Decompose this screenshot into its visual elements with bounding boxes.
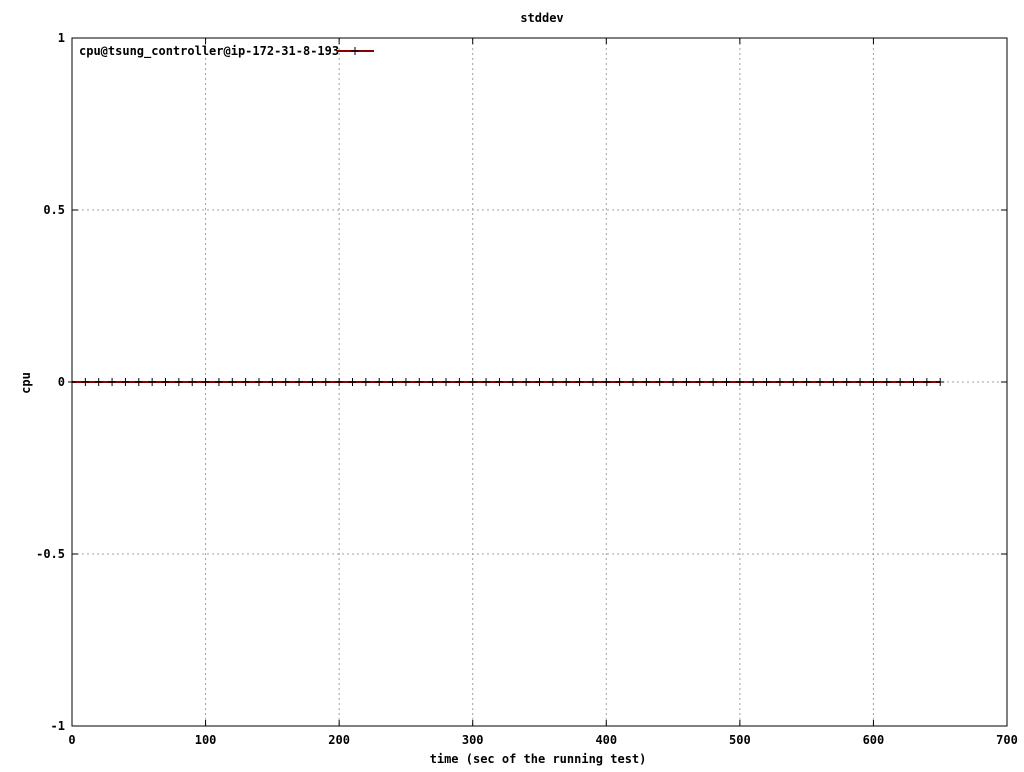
y-tick-label: 0 bbox=[58, 375, 65, 389]
x-tick-label: 0 bbox=[68, 733, 75, 747]
x-tick-label: 100 bbox=[195, 733, 217, 747]
y-axis-label: cpu bbox=[19, 372, 33, 394]
y-tick-label: 1 bbox=[58, 31, 65, 45]
y-tick-label: 0.5 bbox=[43, 203, 65, 217]
chart-title: stddev bbox=[520, 11, 563, 25]
plot-frame bbox=[71, 37, 1008, 727]
legend-label: cpu@tsung_controller@ip-172-31-8-193 bbox=[79, 44, 339, 59]
series-layer bbox=[68, 378, 945, 386]
y-tick-label: -0.5 bbox=[36, 547, 65, 561]
x-tick-label: 500 bbox=[729, 733, 751, 747]
x-tick-label: 700 bbox=[996, 733, 1018, 747]
x-tick-label: 600 bbox=[863, 733, 885, 747]
x-tick-label: 300 bbox=[462, 733, 484, 747]
legend: cpu@tsung_controller@ip-172-31-8-193 bbox=[79, 44, 374, 59]
y-tick-label: -1 bbox=[51, 719, 65, 733]
x-tick-label: 200 bbox=[328, 733, 350, 747]
ticks: 0 100 200 300 400 500 600 700 -1 -0.5 0 0.5 1 bbox=[36, 31, 1018, 747]
x-tick-label: 400 bbox=[595, 733, 617, 747]
x-axis-label: time (sec of the running test) bbox=[430, 752, 647, 766]
